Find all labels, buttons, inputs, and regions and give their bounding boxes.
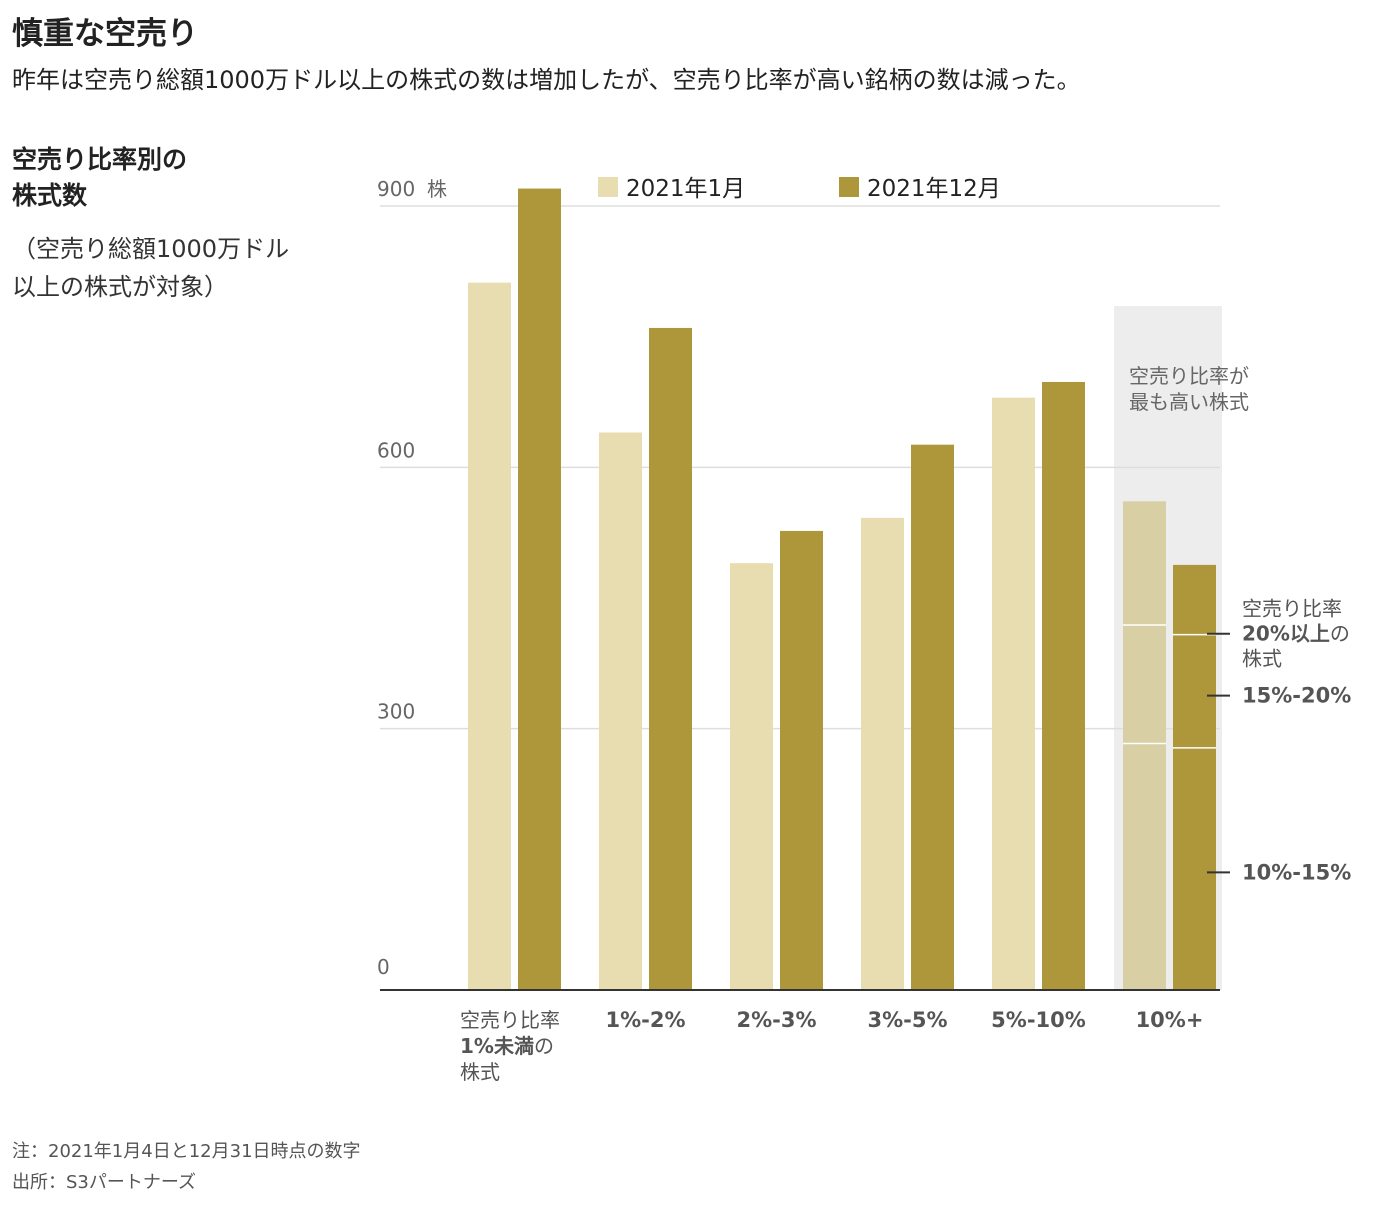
- chart-heading: 空売り比率別の 株式数: [12, 142, 187, 214]
- segment-label: 空売り比率: [1242, 597, 1342, 621]
- chart-heading-line2: 株式数: [12, 181, 88, 210]
- legend-swatch: [839, 177, 859, 197]
- x-category-label: 空売り比率: [460, 1008, 560, 1032]
- bar-jan: [730, 563, 773, 990]
- page-title: 慎重な空売り: [12, 16, 198, 52]
- page-subtitle: 昨年は空売り総額1000万ドル以上の株式の数は増加したが、空売り比率が高い銘柄の…: [12, 66, 1081, 94]
- x-category-label: 3%-5%: [867, 1008, 947, 1032]
- bar-dec: [649, 327, 692, 990]
- x-category-label: 10%+: [1136, 1008, 1204, 1032]
- x-category-label: 株式: [460, 1060, 500, 1084]
- footnote: 注：2021年1月4日と12月31日時点の数字: [12, 1141, 361, 1162]
- x-category-label: 5%-10%: [991, 1008, 1086, 1032]
- highlight-label-line2: 最も高い株式: [1129, 390, 1249, 414]
- x-category-label: 1%-2%: [605, 1008, 685, 1032]
- y-tick-label: 600: [377, 438, 415, 462]
- x-category-label: 1%未満の: [460, 1034, 554, 1058]
- y-tick-label: 900: [377, 177, 415, 201]
- segment-label: 20%以上の: [1242, 622, 1350, 646]
- legend-label: 2021年1月: [626, 176, 745, 202]
- y-tick-label: 0: [377, 955, 390, 979]
- bar-dec: [518, 188, 561, 991]
- chart-heading-line1: 空売り比率別の: [12, 145, 188, 174]
- legend-label: 2021年12月: [867, 176, 1001, 202]
- highlight-label-line1: 空売り比率が: [1129, 364, 1249, 388]
- legend-swatch: [598, 177, 618, 197]
- x-category-label: 2%-3%: [736, 1008, 816, 1032]
- chart-scope-note-line1: （空売り総額1000万ドル: [12, 235, 290, 263]
- segment-label: 10%-15%: [1242, 860, 1351, 884]
- source-note: 出所：S3パートナーズ: [12, 1172, 196, 1193]
- bar-jan: [992, 397, 1035, 991]
- bar-jan: [599, 432, 642, 990]
- bar-jan: [861, 517, 904, 990]
- chart-scope-note: （空売り総額1000万ドル 以上の株式が対象）: [12, 230, 289, 306]
- bar-jan: [468, 282, 511, 990]
- segment-label: 15%-20%: [1242, 684, 1351, 708]
- y-tick-label: 300: [377, 700, 415, 724]
- bar-dec: [911, 444, 954, 990]
- bar-dec: [780, 530, 823, 990]
- bar-dec: [1042, 381, 1085, 990]
- y-axis-unit: 株: [427, 177, 447, 201]
- bar-jan: [1123, 501, 1166, 990]
- segment-label: 株式: [1242, 647, 1282, 671]
- bar-dec: [1173, 564, 1216, 990]
- chart-scope-note-line2: 以上の株式が対象）: [12, 273, 228, 301]
